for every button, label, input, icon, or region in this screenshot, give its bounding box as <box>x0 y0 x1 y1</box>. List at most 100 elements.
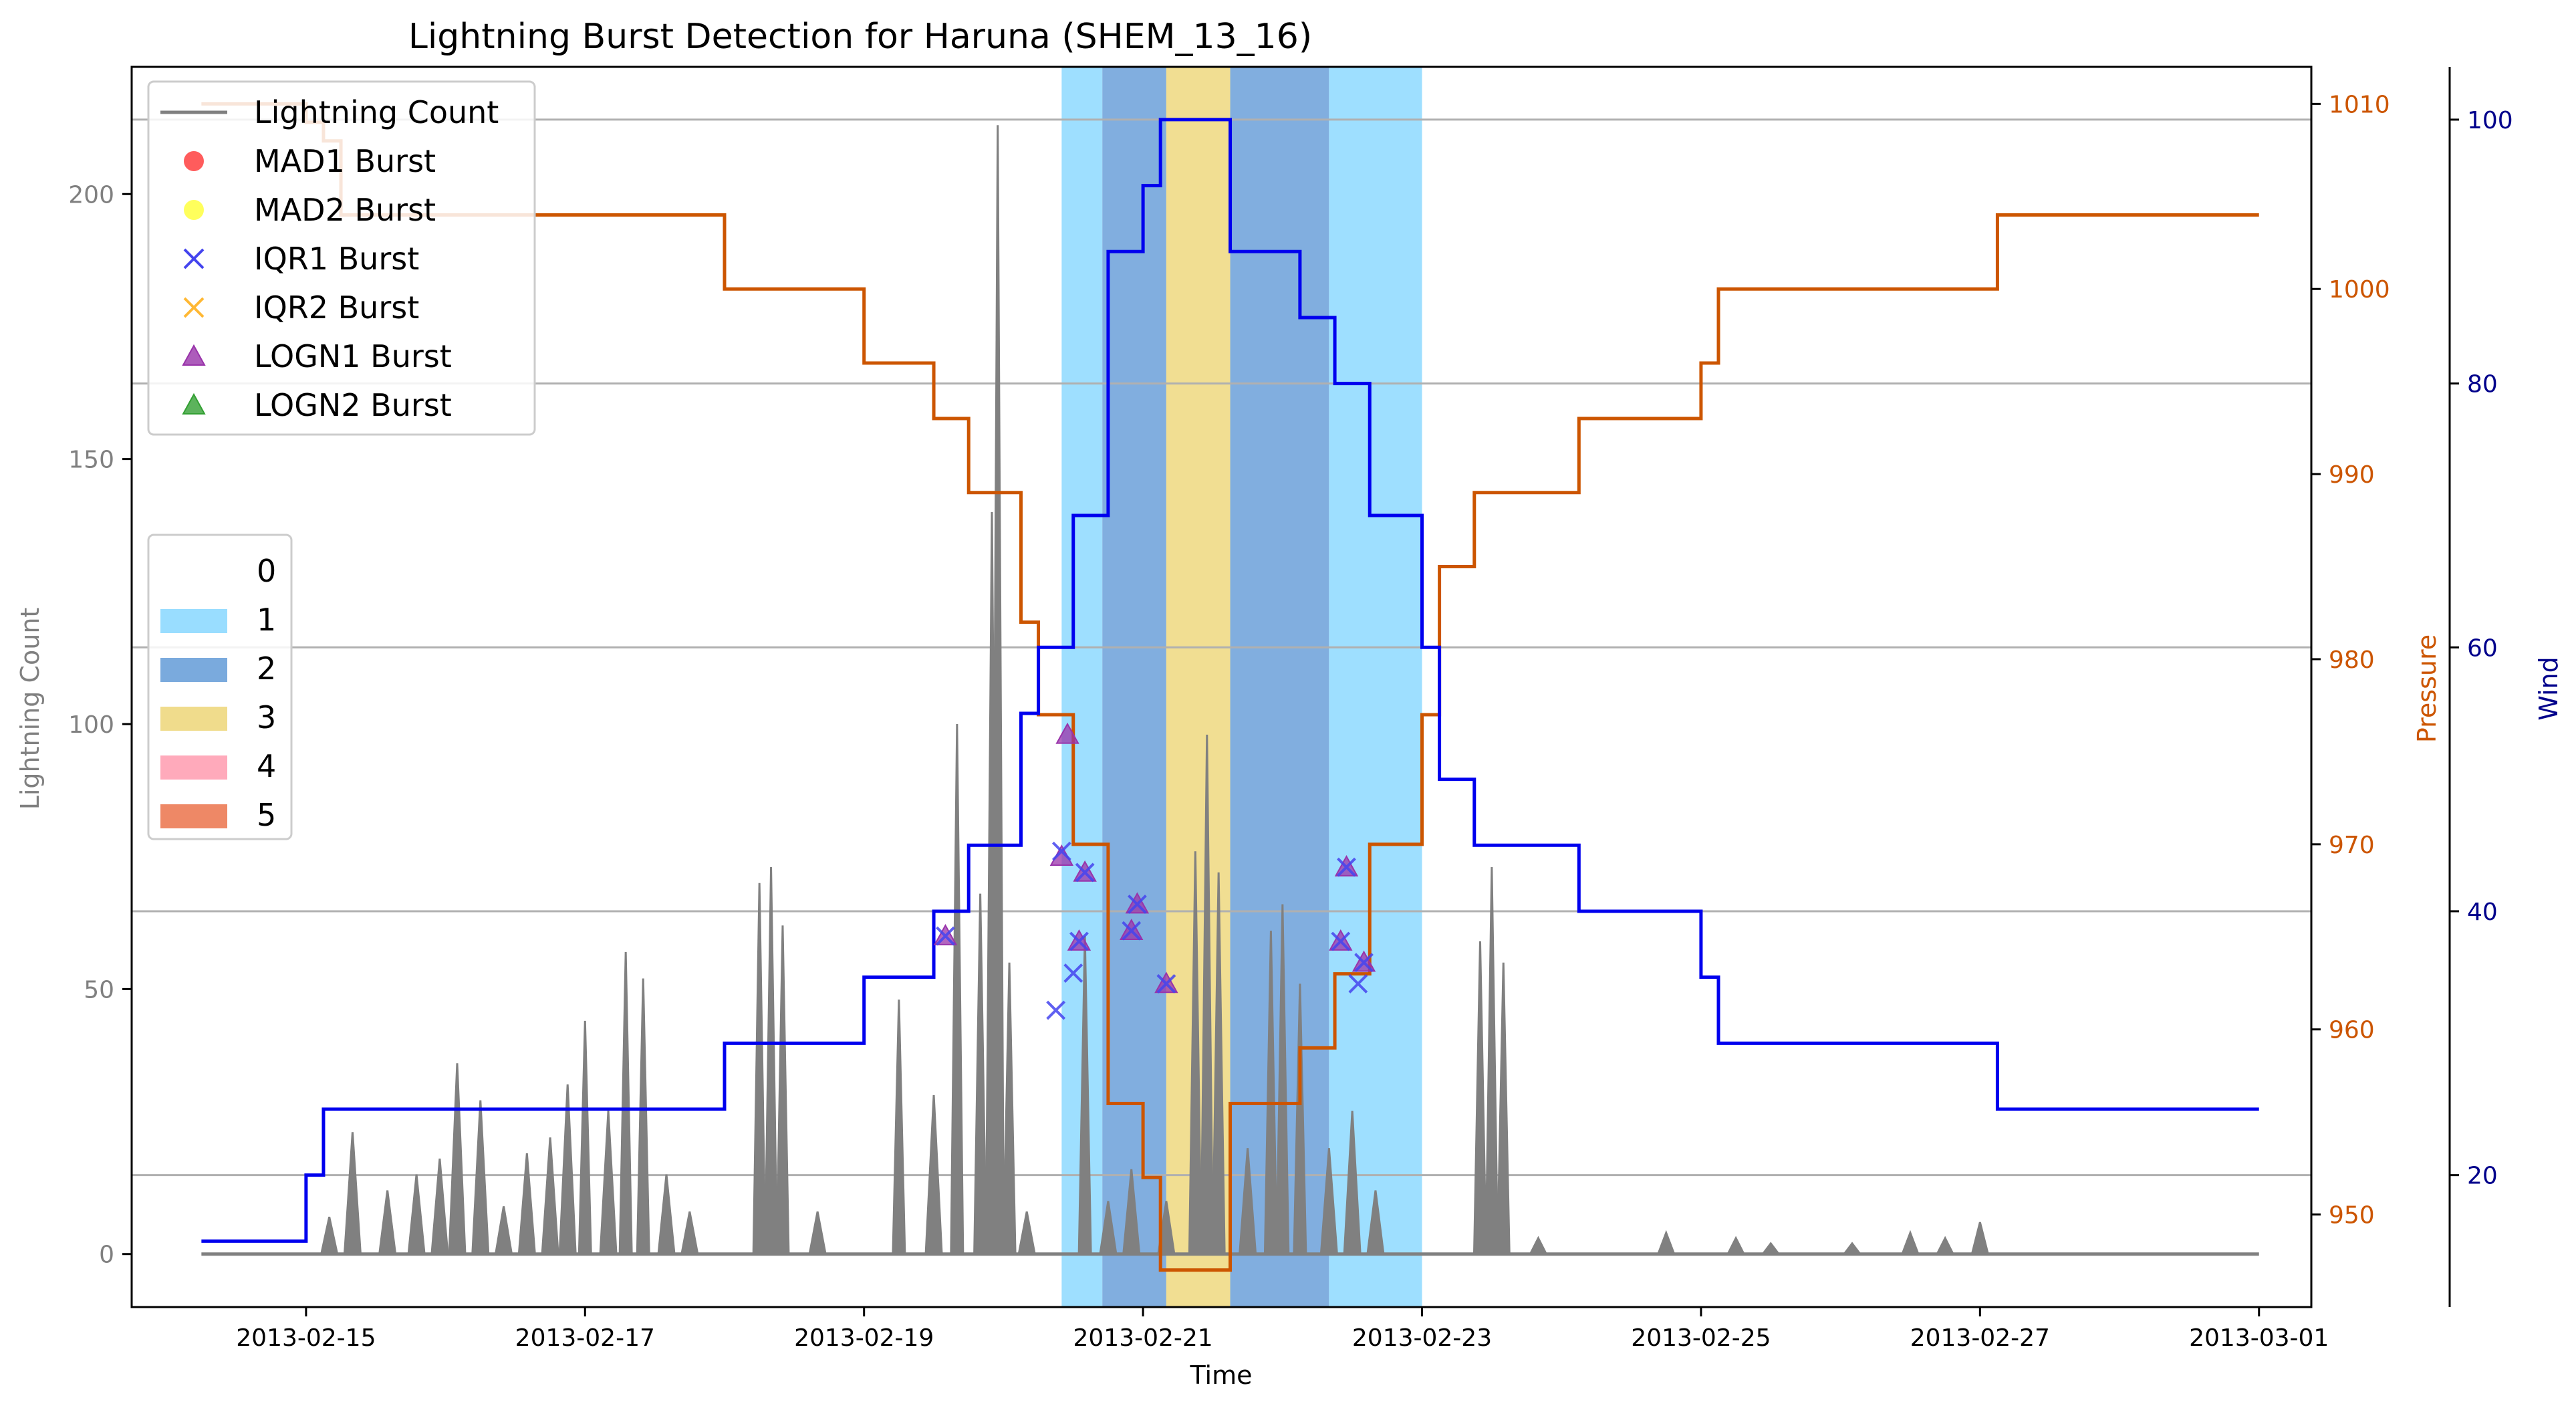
pressure-tick-label-5: 1000 <box>2329 276 2390 304</box>
pressure-tick-label-2: 970 <box>2329 832 2375 859</box>
iqr1-burst-marker-8 <box>1156 974 1176 993</box>
wind-series <box>201 118 2259 1243</box>
iqr1-burst-marker-3 <box>1063 963 1083 983</box>
pressure-tick-label-1: 960 <box>2329 1017 2375 1044</box>
iqr1-burst-marker-0 <box>936 926 955 946</box>
y-tick-label-3: 150 <box>68 447 114 474</box>
legend-triangle-swatch-5 <box>182 344 206 366</box>
lightning-peak-22 <box>924 1094 943 1256</box>
y-tick-label-2: 100 <box>68 711 114 739</box>
lightning-peak-16 <box>680 1211 699 1256</box>
lightning-peak-4 <box>430 1158 449 1256</box>
category-label-5: 5 <box>257 797 276 833</box>
y-axis-label-wind: Wind <box>2534 657 2563 721</box>
category-bands <box>1061 67 1422 1307</box>
lightning-peak-34 <box>1200 734 1214 1256</box>
lightning-peak-47 <box>1656 1229 1676 1256</box>
category-label-0: 0 <box>257 553 276 589</box>
lightning-peak-52 <box>1935 1236 1955 1256</box>
wind-tick-label-3: 80 <box>2467 371 2498 398</box>
iqr1-burst-marker-11 <box>1348 974 1368 993</box>
category-swatch-2 <box>160 658 227 682</box>
lightning-peak-32 <box>1157 1201 1176 1256</box>
lightning-peak-51 <box>1900 1229 1920 1256</box>
lightning-count-series <box>201 125 2259 1256</box>
category-legend: 0 1 2 3 4 5 <box>147 534 293 840</box>
lightning-peak-6 <box>471 1100 490 1256</box>
lightning-peak-46 <box>1528 1236 1548 1256</box>
category-swatch-4 <box>160 755 227 780</box>
y-tick-label-1: 50 <box>84 976 114 1004</box>
lightning-peak-2 <box>378 1190 397 1256</box>
category-swatch-1 <box>160 609 227 633</box>
lightning-peak-17 <box>752 883 767 1256</box>
lightning-peak-31 <box>1122 1169 1141 1256</box>
lightning-peak-26 <box>991 125 1005 1256</box>
lightning-peak-44 <box>1485 867 1499 1256</box>
chart-title: Lightning Burst Detection for Haruna (SH… <box>408 17 1312 57</box>
lightning-peak-9 <box>541 1137 559 1256</box>
legend-label-3: IQR1 Burst <box>254 241 419 277</box>
lightning-peak-45 <box>1496 962 1511 1256</box>
x-tick-label-2: 2013-02-19 <box>794 1324 934 1352</box>
pressure-tick-label-6: 1010 <box>2329 91 2390 118</box>
lightning-peak-30 <box>1099 1201 1118 1256</box>
lightning-peak-10 <box>558 1084 577 1256</box>
wind-tick-label-1: 40 <box>2467 899 2498 926</box>
x-tick-label-7: 2013-03-01 <box>2189 1324 2329 1352</box>
x-tick-label-6: 2013-02-27 <box>1910 1324 2050 1352</box>
lightning-peak-37 <box>1263 931 1278 1256</box>
legend-circle-swatch-1 <box>184 151 204 171</box>
iqr1-burst-marker-7 <box>1127 895 1147 914</box>
legend-triangle-swatch-6 <box>182 392 206 415</box>
lightning-peak-13 <box>618 951 633 1256</box>
iqr1-burst-marker-9 <box>1331 931 1351 951</box>
plot-frame <box>130 66 2313 1308</box>
logn1-burst-marker-2 <box>1055 722 1079 744</box>
wind-tick-label-0: 20 <box>2467 1163 2498 1190</box>
wind-line <box>201 118 2259 1243</box>
category-label-2: 2 <box>257 651 276 687</box>
pressure-tick-label-4: 990 <box>2329 461 2375 489</box>
x-tick-label-0: 2013-02-15 <box>236 1324 376 1352</box>
category-label-1: 1 <box>257 602 276 638</box>
category-swatch-0 <box>160 560 227 584</box>
legend-circle-swatch-2 <box>184 200 204 220</box>
wind-tick-label-2: 60 <box>2467 634 2498 662</box>
lightning-peak-43 <box>1472 941 1487 1256</box>
lightning-peak-20 <box>808 1211 827 1256</box>
lightning-peak-40 <box>1319 1148 1338 1256</box>
iqr1-burst-marker-5 <box>1075 862 1095 883</box>
lightning-peak-19 <box>775 925 790 1256</box>
lightning-peak-8 <box>517 1153 536 1256</box>
category-swatch-5 <box>160 804 227 828</box>
lightning-peak-33 <box>1188 851 1202 1256</box>
lightning-peak-24 <box>973 893 988 1256</box>
category-band-4 <box>1329 67 1422 1307</box>
lightning-peak-0 <box>319 1216 339 1256</box>
iqr1-burst-marker-4 <box>1069 931 1089 951</box>
lightning-peak-1 <box>343 1132 362 1256</box>
legend-label-5: LOGN1 Burst <box>254 338 452 374</box>
pressure-tick-label-0: 950 <box>2329 1202 2375 1229</box>
lightning-peak-11 <box>577 1020 592 1256</box>
lightning-peak-29 <box>1077 936 1092 1256</box>
category-label-3: 3 <box>257 699 276 735</box>
y-axis-label-pressure: Pressure <box>2412 634 2442 743</box>
lightning-peak-50 <box>1842 1242 1863 1256</box>
legend-x-swatch-4 <box>183 297 205 318</box>
wind-tick-label-4: 100 <box>2467 107 2513 134</box>
lightning-peak-53 <box>1970 1221 1990 1256</box>
y-tick-label-0: 0 <box>99 1242 114 1269</box>
lightning-peak-35 <box>1211 872 1226 1256</box>
legend-label-4: IQR2 Burst <box>254 289 419 326</box>
legend-label-2: MAD2 Burst <box>254 192 436 228</box>
iqr1-burst-marker-10 <box>1337 857 1356 877</box>
iqr1-burst-marker-1 <box>1046 1000 1066 1020</box>
lightning-peak-38 <box>1275 904 1290 1256</box>
lightning-peak-49 <box>1761 1242 1781 1256</box>
lightning-peak-3 <box>407 1174 426 1256</box>
category-swatch-3 <box>160 707 227 731</box>
axes: 2013-02-15 2013-02-17 2013-02-19 2013-02-21… <box>68 66 2513 1352</box>
